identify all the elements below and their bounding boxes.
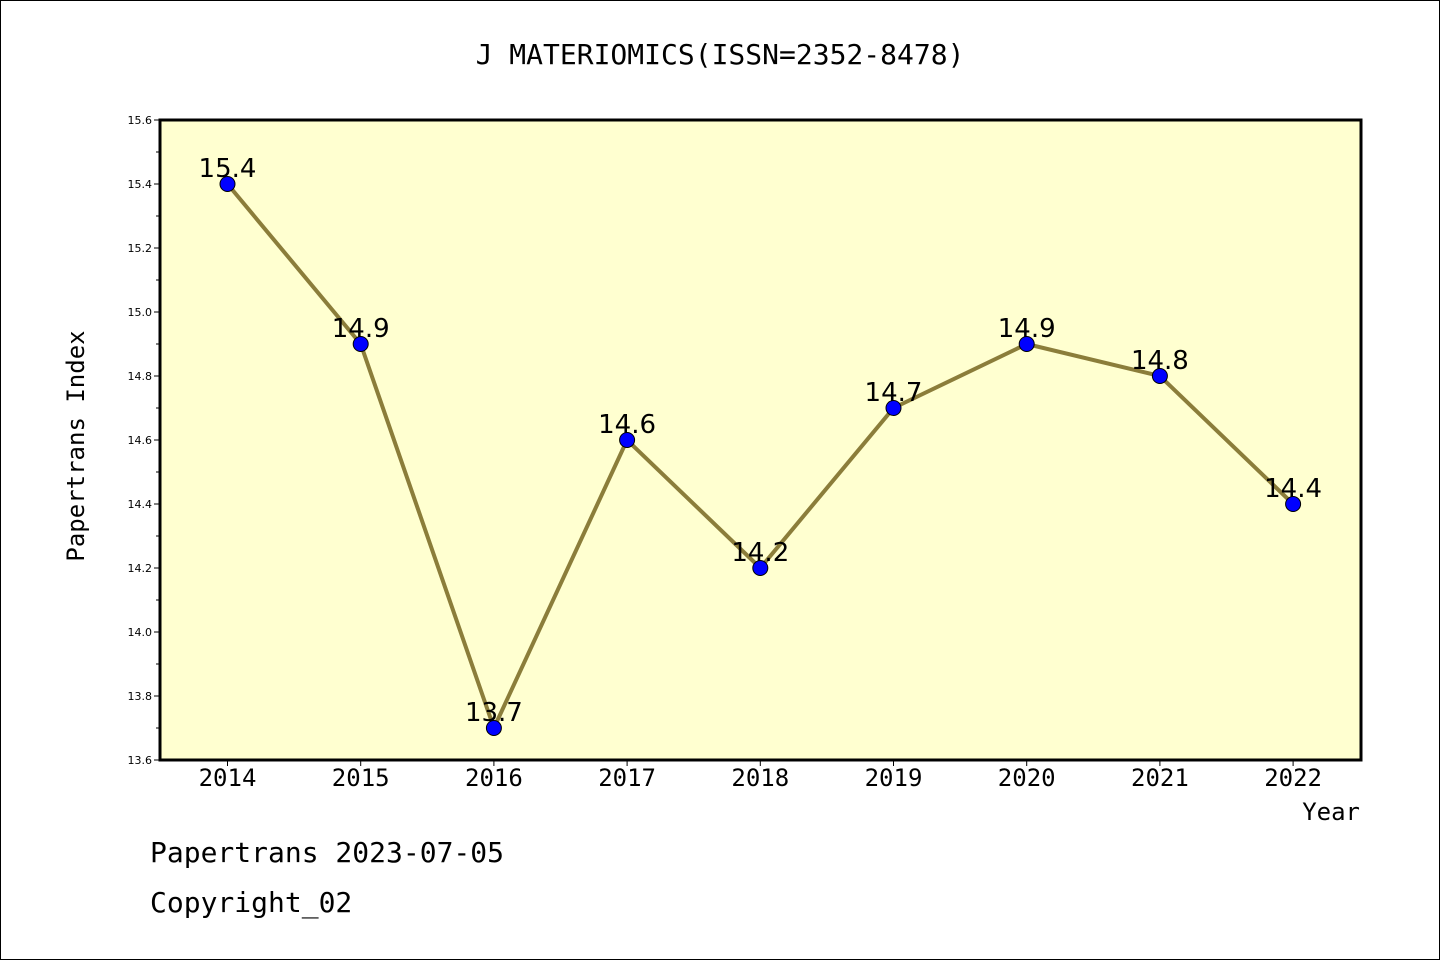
data-point — [885, 400, 902, 416]
data-label: 15.4 — [199, 154, 257, 184]
y-tick-label: 14.2 — [128, 562, 153, 575]
x-tick-label: 2019 — [865, 764, 923, 792]
data-label: 13.7 — [465, 698, 523, 728]
data-point — [752, 560, 769, 576]
y-tick-label: 15.2 — [128, 242, 153, 255]
plot-area — [160, 120, 1361, 760]
y-tick-label: 15.0 — [128, 306, 153, 319]
data-point — [219, 176, 236, 192]
data-point — [619, 432, 636, 448]
x-tick-label: 2021 — [1131, 764, 1189, 792]
footer-source: Papertrans 2023-07-05 — [150, 836, 505, 869]
y-tick-label: 14.4 — [128, 498, 153, 511]
data-point — [352, 336, 369, 352]
y-tick-label: 15.6 — [128, 114, 153, 127]
data-label: 14.2 — [731, 538, 789, 568]
x-axis: 2014 2015 2016 2017 2018 2019 2020 2021 2022 — [199, 760, 1322, 792]
x-tick-label: 2016 — [465, 764, 523, 792]
data-label: 14.4 — [1264, 474, 1322, 504]
y-axis-label: Papertrans Index — [62, 330, 90, 561]
y-tick-label: 13.8 — [128, 690, 153, 703]
x-tick-label: 2014 — [199, 764, 257, 792]
data-point — [1018, 336, 1035, 352]
data-point — [1151, 368, 1168, 384]
data-label: 14.9 — [332, 314, 390, 344]
x-axis-label: Year — [1302, 798, 1360, 826]
y-tick-label: 14.8 — [128, 370, 153, 383]
y-tick-label: 15.4 — [128, 178, 153, 191]
x-tick-label: 2017 — [598, 764, 656, 792]
data-labels: 15.4 14.9 13.7 14.6 14.2 14.7 14.9 14.8 14.4 — [199, 154, 1322, 728]
x-tick-label: 2020 — [998, 764, 1056, 792]
data-point — [485, 720, 502, 736]
plot-border — [158, 118, 1363, 762]
data-markers — [219, 176, 1302, 736]
data-label: 14.7 — [865, 378, 923, 408]
y-tick-label: 13.6 — [128, 754, 153, 767]
data-label: 14.9 — [998, 314, 1056, 344]
data-label: 14.6 — [598, 410, 656, 440]
y-axis: 13.6 13.8 14.0 14.2 14.4 14.6 14.8 15.0 15.2 15.4… — [128, 114, 160, 767]
footer-copyright: Copyright_02 — [150, 886, 353, 919]
y-tick-label: 14.0 — [128, 626, 153, 639]
data-point — [1285, 496, 1302, 512]
chart-title: J MATERIOMICS(ISSN=2352-8478) — [475, 38, 965, 71]
y-tick-label: 14.6 — [128, 434, 153, 447]
x-tick-label: 2022 — [1264, 764, 1322, 792]
x-tick-label: 2018 — [731, 764, 789, 792]
x-tick-label: 2015 — [332, 764, 390, 792]
data-label: 14.8 — [1131, 346, 1189, 376]
